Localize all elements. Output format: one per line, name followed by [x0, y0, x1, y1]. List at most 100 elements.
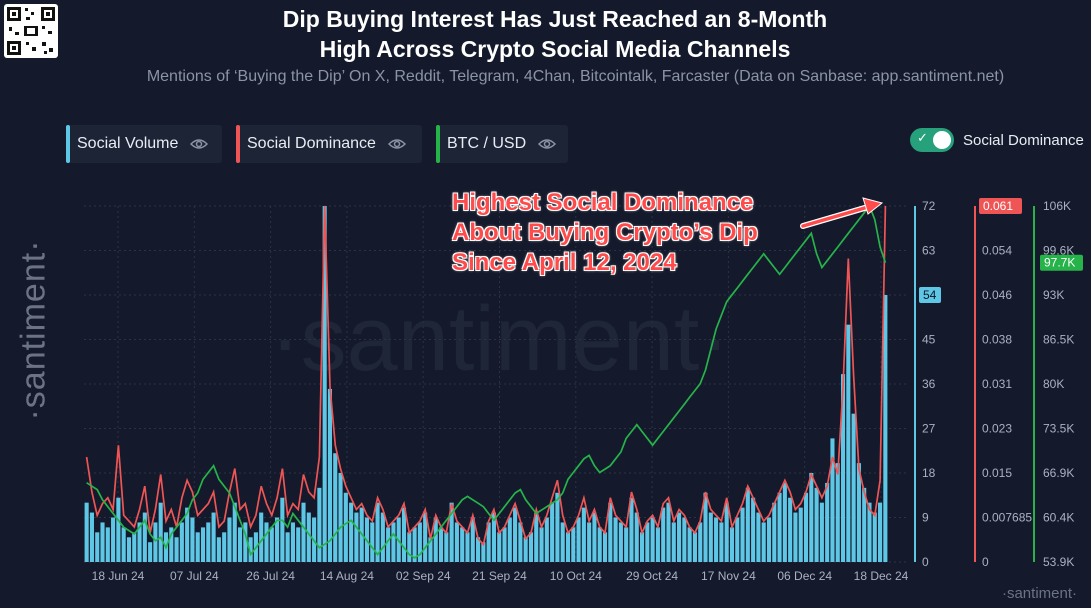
volume-bar [729, 527, 735, 562]
eye-icon[interactable] [387, 135, 406, 153]
volume-bar [840, 374, 846, 562]
volume-bar [629, 497, 634, 562]
volume-bar [777, 492, 782, 562]
volume-bar [719, 522, 724, 562]
volume-bar [227, 517, 232, 562]
volume-bar [528, 532, 534, 562]
volume-bar [174, 537, 179, 562]
annotation-line-1: Highest Social Dominance [452, 189, 754, 216]
volume-bar [158, 502, 163, 562]
volume-bar [132, 532, 137, 562]
legend-social-dominance[interactable]: Social Dominance [236, 125, 422, 163]
btc-tick-label: 99.6K [1043, 244, 1074, 258]
dominance-current-value: 0.061 [983, 199, 1013, 213]
volume-bars [84, 206, 888, 562]
annotation-line-2: About Buying Crypto’s Dip [452, 219, 758, 246]
volume-bar [497, 532, 502, 562]
btc-tick-label: 53.9K [1043, 555, 1074, 569]
volume-bar [481, 542, 486, 562]
volume-bar [275, 517, 280, 562]
volume-bar [714, 517, 719, 562]
volume-bar [698, 522, 703, 562]
volume-bar [846, 324, 851, 562]
volume-bar [237, 527, 243, 562]
volume-current-badge [919, 287, 941, 303]
volume-bar [571, 527, 576, 562]
title-line-2: High Across Crypto Social Media Channels [319, 36, 791, 62]
dominance-current-badge [979, 198, 1022, 214]
legend-color-bar [236, 125, 240, 163]
volume-bar [550, 502, 555, 562]
volume-bar [513, 507, 518, 562]
volume-bar [211, 512, 216, 562]
volume-bar [454, 522, 459, 562]
volume-bar [259, 512, 264, 562]
volume-bar [375, 502, 380, 562]
volume-bar [200, 527, 206, 562]
annotation-line-3: Since April 12, 2024 [452, 249, 677, 276]
volume-bar [772, 502, 777, 562]
title-line-1: Dip Buying Interest Has Just Reached an … [282, 6, 828, 32]
volume-bar [476, 537, 481, 562]
social-dominance-toggle[interactable]: ✓ Social Dominance [910, 128, 1084, 152]
legend-color-bar [436, 125, 440, 163]
eye-icon[interactable] [190, 135, 209, 153]
volume-bar [825, 482, 830, 562]
volume-bar [883, 295, 888, 562]
x-tick-label: 02 Sep 24 [396, 569, 451, 583]
volume-tick-label: 72 [922, 199, 936, 213]
volume-bar [301, 502, 306, 562]
volume-bar [105, 527, 110, 562]
volume-bar [878, 502, 883, 562]
volume-bar [206, 522, 211, 562]
volume-bar [285, 532, 290, 562]
volume-bar [380, 512, 385, 562]
volume-bar [745, 487, 750, 562]
volume-bar [126, 537, 132, 562]
volume-bar [618, 522, 623, 562]
dominance-tick-label: 0.023 [982, 422, 1012, 436]
eye-icon[interactable] [538, 135, 557, 153]
volume-bar [602, 532, 608, 562]
btc-tick-label: 66.9K [1043, 466, 1074, 480]
dominance-tick-label: 0 [982, 555, 989, 569]
volume-bar [417, 522, 422, 562]
volume-bar [111, 517, 116, 562]
volume-bar [264, 522, 269, 562]
volume-bar [766, 517, 772, 562]
volume-bar [872, 512, 877, 562]
toggle-switch[interactable]: ✓ [910, 128, 954, 152]
volume-tick-label: 36 [922, 377, 936, 391]
volume-bar [576, 517, 581, 562]
dominance-tick-label: 0.031 [982, 377, 1012, 391]
volume-bar [735, 517, 740, 562]
x-tick-label: 06 Dec 24 [777, 569, 832, 583]
volume-bar [751, 497, 756, 562]
btc-tick-label: 73.5K [1043, 422, 1074, 436]
volume-bar [195, 532, 200, 562]
legend-social-volume[interactable]: Social Volume [66, 125, 222, 163]
volume-bar [830, 438, 835, 562]
volume-bar [671, 522, 676, 562]
check-icon: ✓ [917, 130, 928, 145]
volume-bar [333, 453, 338, 562]
btc-current-badge [1040, 254, 1083, 271]
volume-bar [724, 502, 729, 562]
btc-tick-label: 60.4K [1043, 511, 1074, 525]
legend-btc-usd[interactable]: BTC / USD [436, 125, 568, 163]
volume-bar [803, 492, 809, 562]
volume-bar [814, 487, 819, 562]
volume-bar [343, 492, 348, 562]
toggle-label: Social Dominance [963, 131, 1084, 149]
volume-bar [655, 527, 660, 562]
volume-bar [592, 512, 597, 562]
volume-bar [148, 542, 153, 562]
x-tick-label: 17 Nov 24 [701, 569, 756, 583]
volume-bar [370, 522, 375, 562]
page-title: Dip Buying Interest Has Just Reached an … [160, 4, 950, 64]
volume-bar [740, 507, 745, 562]
volume-current-value: 54 [923, 288, 937, 302]
dominance-tick-label: 0.046 [982, 288, 1012, 302]
volume-bar [809, 473, 814, 562]
